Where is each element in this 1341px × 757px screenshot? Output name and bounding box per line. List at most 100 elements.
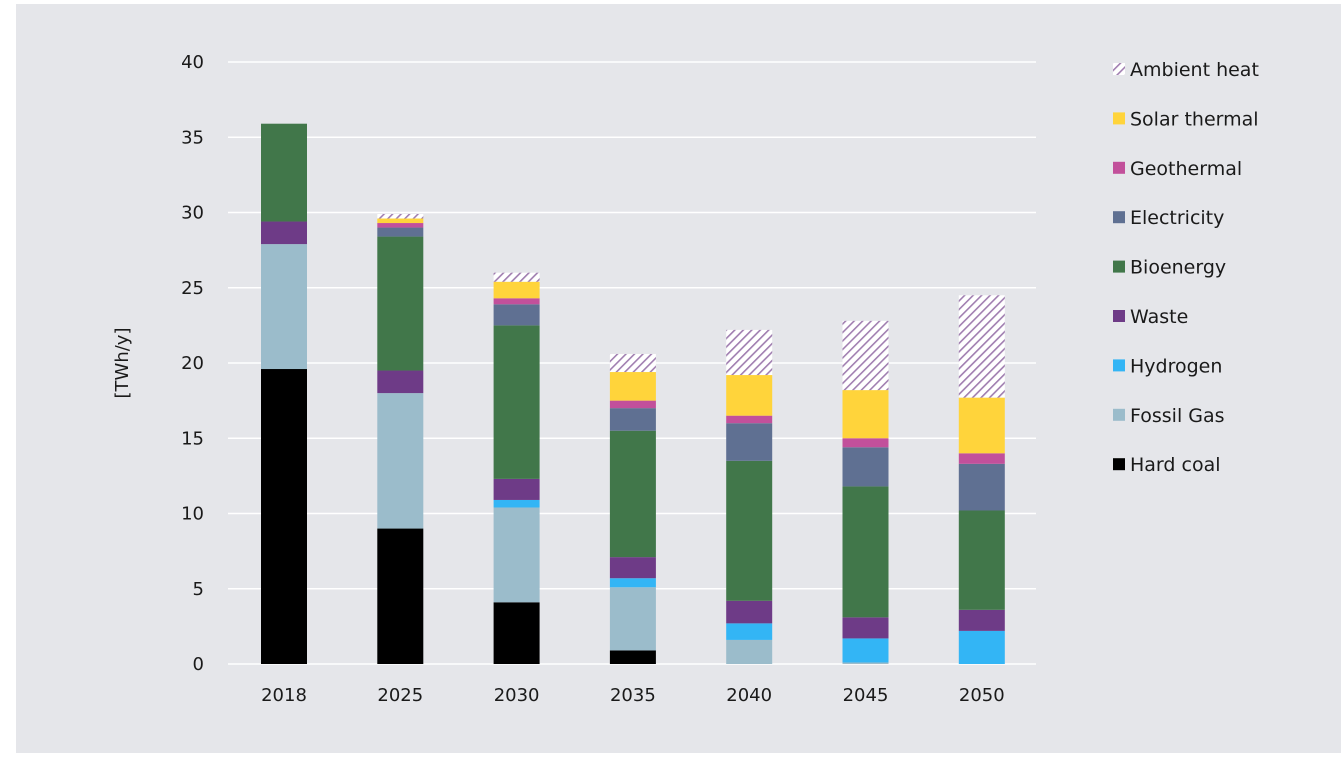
legend-swatch-electricity — [1113, 211, 1125, 224]
legend-label-geothermal: Geothermal — [1130, 158, 1242, 180]
x-tick-label-2025: 2025 — [377, 685, 423, 706]
bar-2050-geothermal — [958, 453, 1005, 464]
legend-label-hard-coal: Hard coal — [1130, 454, 1221, 476]
legend-item-waste: Waste — [1113, 306, 1188, 328]
bar-2035-hard-coal — [609, 650, 656, 664]
legend-item-hydrogen: Hydrogen — [1113, 355, 1222, 377]
bar-2035-electricity — [609, 408, 656, 431]
x-tick-label-2040: 2040 — [726, 685, 772, 706]
legend-swatch-fossil-gas — [1113, 408, 1125, 421]
y-tick-label-25: 25 — [181, 278, 204, 299]
x-tick-label-2035: 2035 — [610, 685, 656, 706]
y-tick-label-35: 35 — [181, 127, 204, 148]
bar-2025-hard-coal — [377, 528, 424, 664]
bar-2040-geothermal — [726, 415, 773, 424]
bar-2040-waste — [726, 600, 773, 624]
legend-label-waste: Waste — [1130, 306, 1188, 328]
legend-swatch-solar-thermal — [1113, 112, 1125, 125]
bar-2040-electricity — [726, 423, 773, 461]
bar-2018-waste — [261, 221, 307, 245]
legend-item-solar-thermal: Solar thermal — [1113, 108, 1259, 130]
x-tick-label-2050: 2050 — [959, 685, 1005, 706]
bar-2050-ambient-heat — [958, 295, 1005, 398]
bar-2030-waste — [493, 478, 540, 500]
bar-2045-ambient-heat — [842, 320, 889, 391]
legend-label-solar-thermal: Solar thermal — [1130, 108, 1259, 130]
bar-2045-hydrogen — [842, 638, 889, 663]
y-axis-label: [TWh/y] — [112, 328, 133, 399]
legend-label-fossil-gas: Fossil Gas — [1130, 405, 1225, 427]
legend-item-hard-coal: Hard coal — [1113, 454, 1221, 476]
bar-2030-solar-thermal — [493, 281, 540, 299]
chart-panel: 0 5 10 15 20 25 30 35 40 2018 2025 2030 2035 2040 2045… — [16, 4, 1341, 753]
legend-label-electricity: Electricity — [1130, 207, 1224, 229]
bars — [261, 123, 1005, 664]
bar-2035-solar-thermal — [609, 372, 656, 401]
legend-label-bioenergy: Bioenergy — [1130, 257, 1226, 279]
legend-swatch-bioenergy — [1113, 260, 1125, 273]
legend-label-ambient-heat: Ambient heat — [1130, 59, 1259, 81]
bar-2050-bioenergy — [958, 510, 1005, 610]
bar-2030-ambient-heat — [493, 272, 540, 282]
legend-item-electricity: Electricity — [1113, 207, 1224, 229]
y-tick-label-15: 15 — [181, 428, 204, 449]
bar-2018-hard-coal — [261, 369, 307, 664]
legend-swatch-ambient-heat — [1113, 63, 1125, 75]
bar-2030-fossil-gas — [493, 507, 540, 603]
bar-2035-geothermal — [609, 400, 656, 409]
bar-2025-waste — [377, 370, 424, 394]
legend-swatch-hard-coal — [1113, 458, 1125, 471]
legend-swatch-hydrogen — [1113, 359, 1125, 372]
bar-2025-solar-thermal — [377, 218, 424, 224]
legend-swatch-geothermal — [1113, 161, 1125, 174]
bar-2030-bioenergy — [493, 325, 540, 479]
bar-2050-electricity — [958, 463, 1005, 511]
bar-2050-hydrogen — [958, 630, 1005, 664]
bar-2030-hydrogen — [493, 499, 540, 508]
bar-2045-solar-thermal — [842, 390, 889, 439]
bar-2035-ambient-heat — [609, 353, 656, 373]
y-tick-label-30: 30 — [181, 203, 204, 224]
y-tick-label-10: 10 — [181, 504, 204, 525]
bar-2045-geothermal — [842, 438, 889, 448]
y-tick-label-40: 40 — [181, 52, 204, 73]
y-tick-label-5: 5 — [193, 579, 204, 600]
y-tick-label-0: 0 — [193, 654, 204, 675]
bar-2040-hydrogen — [726, 623, 773, 640]
bar-2018-bioenergy — [261, 123, 307, 222]
bar-2040-bioenergy — [726, 460, 773, 601]
bar-2050-solar-thermal — [958, 397, 1005, 454]
bar-2025-fossil-gas — [377, 393, 424, 529]
bar-2050-waste — [958, 609, 1005, 631]
legend-item-geothermal: Geothermal — [1113, 158, 1242, 180]
bar-2045-electricity — [842, 447, 889, 487]
legend-item-ambient-heat: Ambient heat — [1113, 59, 1259, 81]
bar-2025-ambient-heat — [377, 214, 424, 219]
bar-2035-bioenergy — [609, 430, 656, 558]
legend-item-bioenergy: Bioenergy — [1113, 257, 1226, 279]
bar-2040-solar-thermal — [726, 375, 773, 416]
bar-2025-bioenergy — [377, 236, 424, 371]
bar-2035-hydrogen — [609, 578, 656, 588]
bar-2030-hard-coal — [493, 602, 540, 664]
bar-2025-electricity — [377, 227, 424, 237]
bar-2018-fossil-gas — [261, 244, 307, 370]
bar-2035-waste — [609, 557, 656, 579]
bar-2025-geothermal — [377, 223, 424, 228]
bar-2030-geothermal — [493, 298, 540, 305]
x-tick-label-2030: 2030 — [494, 685, 540, 706]
bar-2040-fossil-gas — [726, 639, 773, 664]
legend-item-fossil-gas: Fossil Gas — [1113, 405, 1225, 427]
bar-2045-waste — [842, 617, 889, 639]
legend-label-hydrogen: Hydrogen — [1130, 355, 1222, 377]
bar-2040-ambient-heat — [726, 329, 773, 376]
legend: Ambient heat Solar thermal Geothermal Elect… — [1113, 59, 1259, 476]
bar-2045-bioenergy — [842, 486, 889, 618]
x-tick-label-2045: 2045 — [843, 685, 889, 706]
legend-swatch-waste — [1113, 310, 1125, 322]
y-tick-label-20: 20 — [181, 353, 204, 374]
bar-2030-electricity — [493, 304, 540, 326]
bar-2045-fossil-gas — [842, 662, 889, 664]
